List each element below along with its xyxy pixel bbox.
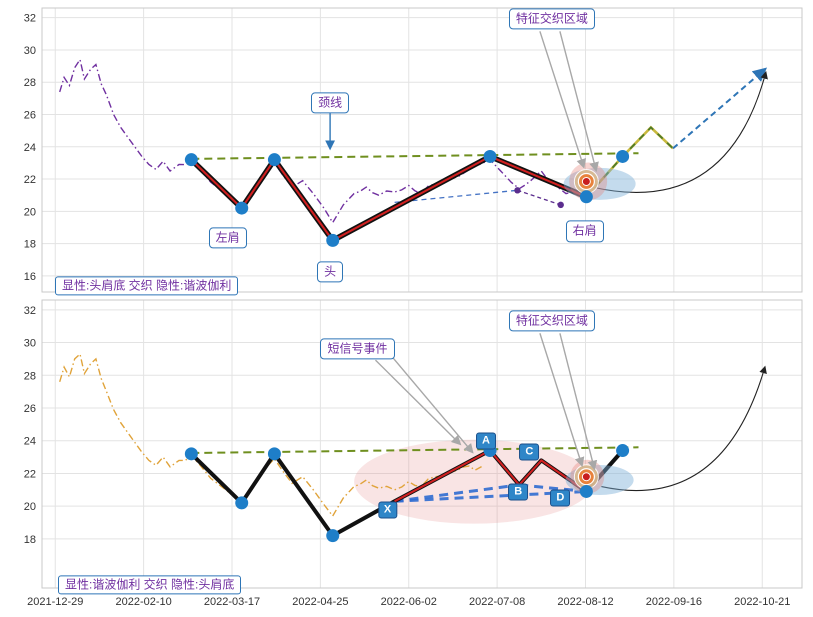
short-signal-event-label: 短信号事件 xyxy=(320,338,395,360)
y-tick-label: 32 xyxy=(24,305,36,317)
y-tick-label: 18 xyxy=(24,534,36,546)
pivot-dot xyxy=(235,201,249,215)
harmonic-leg xyxy=(519,483,587,493)
harmonic-node-C: C xyxy=(519,443,540,461)
callout-arrow xyxy=(374,359,462,446)
callout-arrow xyxy=(559,333,598,471)
breakout-line-dash xyxy=(585,126,674,198)
target-bullseye xyxy=(581,176,591,186)
callout-arrow xyxy=(390,355,474,454)
harmonic-node-A: A xyxy=(476,432,497,450)
top-panel: 16 18 20 22 24 26 28 30 32 xyxy=(24,7,803,293)
harmonic-leg xyxy=(394,483,520,503)
y-tick-label: 20 xyxy=(24,206,36,218)
y-tick-label: 20 xyxy=(24,501,36,513)
pivot-dot xyxy=(267,153,281,167)
pivot-dot xyxy=(579,484,593,498)
y-tick-label: 30 xyxy=(24,338,36,350)
head-label: 头 xyxy=(317,261,344,283)
target-bullseye xyxy=(581,472,591,482)
neckline xyxy=(191,152,639,160)
left-shoulder-label: 左肩 xyxy=(208,227,247,249)
neckline-label: 颈线 xyxy=(311,92,350,114)
hidden-leg-purple xyxy=(517,189,561,206)
x-tick-label: 2022-10-21 xyxy=(734,596,790,608)
harmonic-node-X: X xyxy=(377,501,398,519)
x-tick-label: 2022-09-16 xyxy=(646,596,702,608)
pivot-dot xyxy=(235,496,249,510)
x-tick-label: 2021-12-29 xyxy=(27,596,83,608)
callout-arrow xyxy=(539,333,585,468)
hidden-pivot-dot xyxy=(557,201,564,209)
y-tick-label: 18 xyxy=(24,239,36,251)
y-tick-label: 32 xyxy=(24,13,36,25)
trajectory-arrow xyxy=(601,365,767,491)
pivot-dot xyxy=(616,149,630,163)
y-tick-label: 24 xyxy=(24,436,36,448)
y-tick-label: 24 xyxy=(24,142,36,154)
hidden-harmonic-line xyxy=(394,189,518,204)
right-shoulder-label: 右肩 xyxy=(565,220,604,243)
feature-interweave-zone-label-top: 特征交织区域 xyxy=(508,8,595,30)
y-tick-label: 30 xyxy=(24,45,36,57)
y-tick-label: 22 xyxy=(24,174,36,186)
pivot-dot xyxy=(579,190,593,204)
pattern-caption-top: 显性:头肩底 交织 隐性:谐波伽利 xyxy=(55,276,239,296)
y-tick-label: 28 xyxy=(24,370,36,382)
pivot-dot xyxy=(326,233,340,247)
trajectory-arrow xyxy=(592,71,768,194)
neckline xyxy=(191,446,639,454)
y-tick-label: 26 xyxy=(24,403,36,415)
pivot-dot xyxy=(184,153,198,167)
y-tick-label: 22 xyxy=(24,468,36,480)
hidden-pivot-dot xyxy=(514,187,521,194)
harmonic-leg xyxy=(394,490,587,503)
pivot-dot xyxy=(267,447,281,461)
y-tick-label: 16 xyxy=(24,271,36,283)
pivot-dot xyxy=(616,444,630,458)
pivot-dot xyxy=(184,447,198,461)
harmonic-node-D: D xyxy=(550,489,571,507)
y-tick-label: 28 xyxy=(24,77,36,89)
pattern-caption-bottom: 显性:谐波伽利 交织 隐性:头肩底 xyxy=(58,575,242,595)
x-tick-label: 2022-07-08 xyxy=(469,596,525,608)
callout-arrow xyxy=(539,31,586,169)
plot-border xyxy=(41,299,803,589)
pivot-dot xyxy=(326,529,340,543)
x-tick-label: 2022-03-17 xyxy=(204,596,260,608)
y-tick-label: 26 xyxy=(24,110,36,122)
x-tick-label: 2022-06-02 xyxy=(381,596,437,608)
harmonic-node-B: B xyxy=(508,483,529,501)
plot-border xyxy=(41,7,803,293)
pivot-dot xyxy=(483,149,497,163)
x-tick-label: 2022-02-10 xyxy=(115,596,171,608)
feature-interweave-zone-label-bottom: 特征交织区域 xyxy=(508,310,595,332)
projection-arrow xyxy=(672,67,768,150)
x-tick-label: 2022-04-25 xyxy=(292,596,348,608)
x-tick-label: 2022-08-12 xyxy=(557,596,613,608)
callout-arrow xyxy=(559,31,599,173)
pattern-core xyxy=(190,155,587,242)
